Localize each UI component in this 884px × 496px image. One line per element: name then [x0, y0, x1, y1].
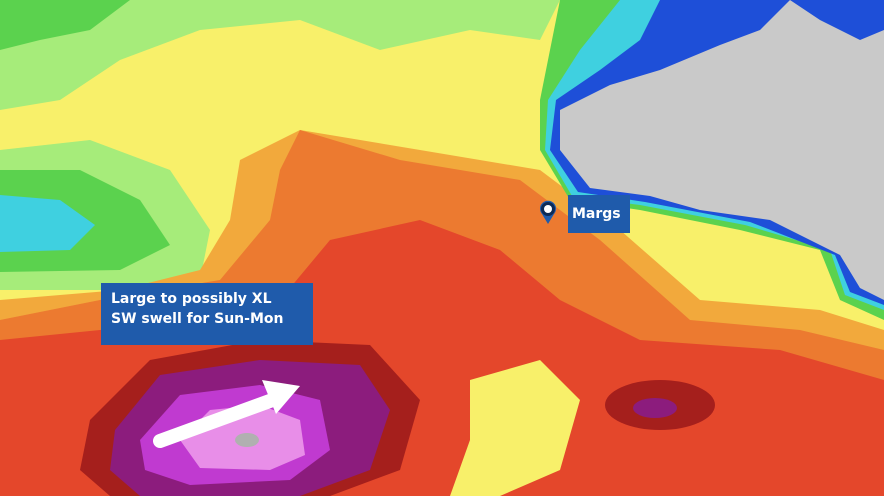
- swell-direction-arrow-icon: [153, 380, 300, 448]
- swell-zone-yellow-inner: [450, 360, 580, 496]
- swell-zone-cyan: [0, 195, 95, 252]
- swell-zone-purple-east: [633, 398, 677, 418]
- swell-label-line2: SW swell for Sun-Mon: [111, 311, 284, 327]
- swell-zone-green-top-dark: [0, 0, 130, 50]
- swell-zone-core: [235, 433, 259, 447]
- swell-zone-green-top: [0, 0, 560, 110]
- australia-landmass: [560, 0, 884, 300]
- swell-label-line1: Large to possibly XL: [111, 291, 272, 307]
- location-label-margs[interactable]: Margs: [568, 195, 630, 233]
- map-pin-icon[interactable]: [539, 200, 557, 224]
- swell-forecast-label: Large to possibly XL SW swell for Sun-Mo…: [101, 283, 313, 345]
